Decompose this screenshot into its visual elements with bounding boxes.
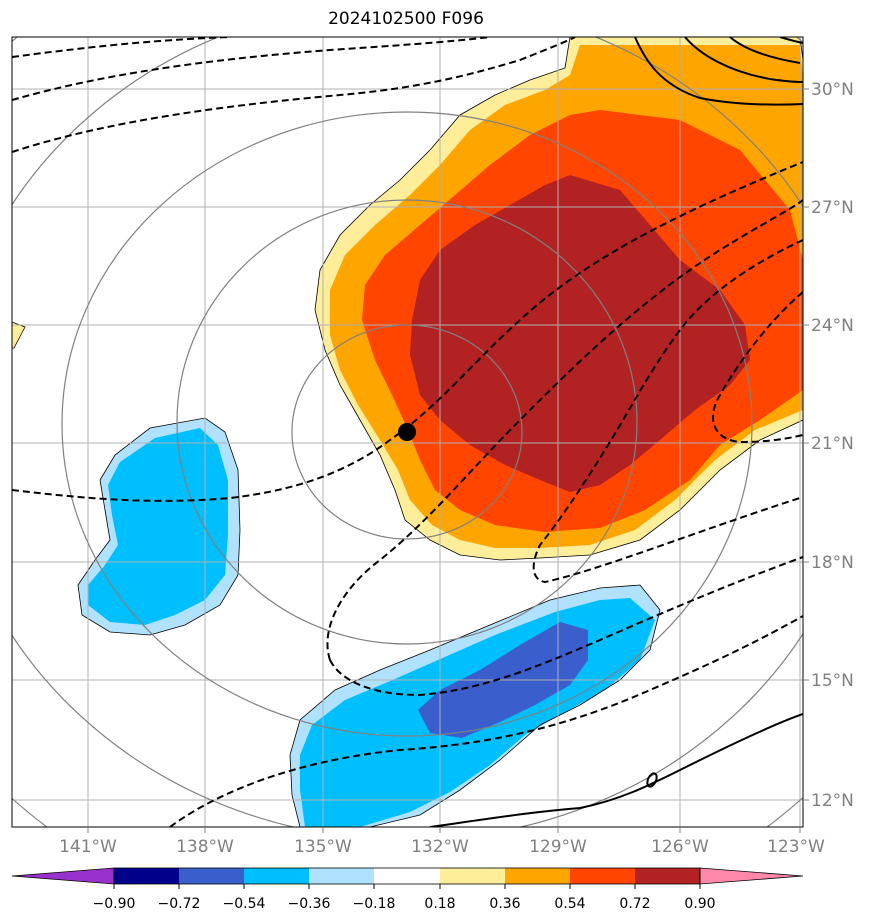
negative-contours xyxy=(12,37,803,827)
longitude-labels: 141°W 138°W 135°W 132°W 129°W 126°W 123°… xyxy=(59,837,825,857)
colorbar-segment xyxy=(244,868,309,884)
colorbar-tick-label: −0.72 xyxy=(158,896,201,912)
lon-label: 123°W xyxy=(767,837,825,857)
lon-label: 129°W xyxy=(529,837,587,857)
colorbar-extend-low xyxy=(11,867,115,885)
lon-label: 126°W xyxy=(651,837,709,857)
colorbar-segment xyxy=(505,868,570,884)
positive-anomaly-region xyxy=(12,37,803,561)
lat-label: 21°N xyxy=(811,434,854,454)
colorbar-tick-label: 0.36 xyxy=(489,896,520,912)
colorbar-segment xyxy=(635,868,700,884)
latitude-labels: 30°N 27°N 24°N 21°N 18°N 15°N 12°N xyxy=(811,80,854,811)
lat-label: 27°N xyxy=(811,198,854,218)
colorbar-segment xyxy=(374,868,440,884)
anomaly-outline xyxy=(314,37,803,561)
anomaly-fill-darkred xyxy=(410,175,750,492)
positive-contours xyxy=(429,37,803,827)
colorbar-segment xyxy=(309,868,374,884)
axis-ticks xyxy=(87,88,809,833)
storm-center-dot xyxy=(398,423,416,441)
colorbar-tick-label: 0.54 xyxy=(554,896,585,912)
lon-label: 138°W xyxy=(176,837,234,857)
colorbar-tick-label: −0.36 xyxy=(288,896,331,912)
map-frame xyxy=(11,36,804,828)
colorbar-extend-high xyxy=(699,867,804,885)
colorbar-tick-label: 0.18 xyxy=(424,896,455,912)
lon-label: 135°W xyxy=(294,837,352,857)
lon-label: 132°W xyxy=(411,837,469,857)
lat-label: 12°N xyxy=(811,791,854,811)
lat-label: 24°N xyxy=(811,316,854,336)
colorbar-segment xyxy=(114,868,179,884)
colorbar-segment xyxy=(570,868,635,884)
colorbar: −0.90 −0.72 −0.54 −0.36 −0.18 0.18 0.36 … xyxy=(11,867,804,912)
negative-anomaly-west xyxy=(77,417,241,636)
colorbar-segment xyxy=(440,868,505,884)
map-title: 2024102500 F096 xyxy=(328,9,484,29)
colorbar-tick-label: −0.90 xyxy=(93,896,136,912)
lon-label: 141°W xyxy=(59,837,117,857)
lat-label: 15°N xyxy=(811,671,854,691)
lat-label: 30°N xyxy=(811,80,854,100)
colorbar-tick-label: 0.90 xyxy=(684,896,715,912)
colorbar-tick-label: −0.54 xyxy=(223,896,266,912)
colorbar-frame xyxy=(113,867,701,885)
colorbar-tick-label: 0.72 xyxy=(619,896,650,912)
graticule xyxy=(12,37,803,827)
colorbar-tick-label: −0.18 xyxy=(353,896,396,912)
colorbar-segment xyxy=(179,868,244,884)
lat-label: 18°N xyxy=(811,553,854,573)
